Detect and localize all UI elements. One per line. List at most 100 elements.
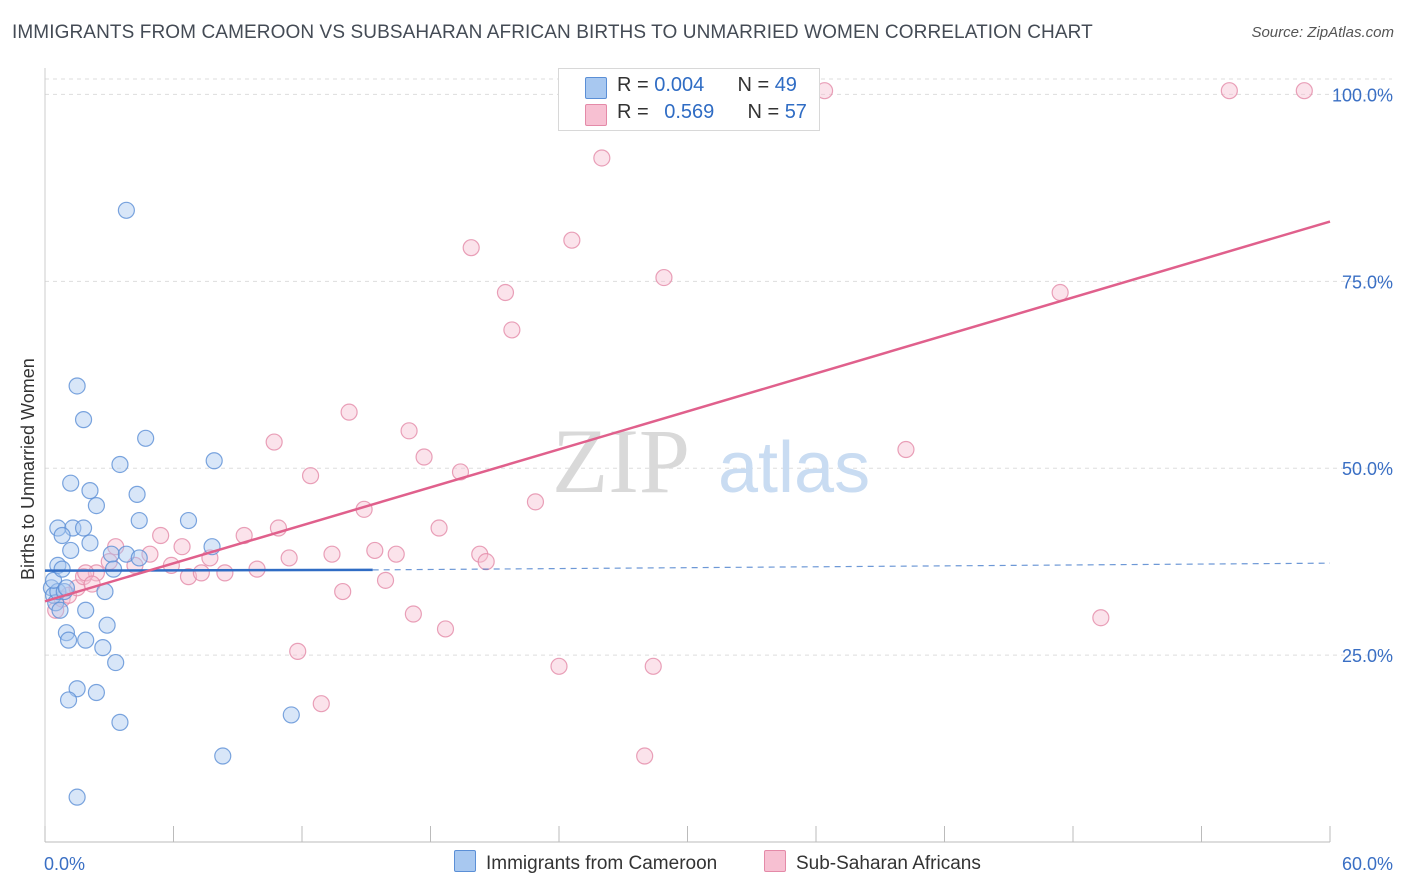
- data-point: [430, 519, 448, 537]
- x-tick-label: 60.0%: [1342, 854, 1393, 874]
- bottom-legend-label-cameroon: Immigrants from Cameroon: [486, 853, 718, 874]
- legend-r-value: 0.004: [654, 74, 705, 96]
- data-point: [62, 541, 80, 560]
- data-point: [104, 560, 123, 578]
- data-point: [280, 549, 298, 567]
- axes: [44, 68, 1331, 843]
- data-point: [192, 564, 210, 582]
- data-point: [74, 411, 93, 429]
- data-point: [141, 545, 159, 563]
- data-point: [563, 231, 581, 249]
- data-point: [526, 493, 545, 511]
- data-point: [503, 321, 521, 339]
- legend-swatch-pink: [585, 104, 607, 126]
- data-point: [98, 616, 116, 634]
- data-point: [462, 239, 480, 257]
- series-cameroon-points: [42, 201, 300, 806]
- legend-n-label: N =: [737, 74, 775, 96]
- x-tick-label: 0.0%: [44, 854, 85, 874]
- data-point: [1220, 82, 1238, 100]
- data-point: [59, 691, 78, 709]
- y-axis-title: Births to Unmarried Women: [18, 358, 38, 580]
- source-credit: Source: ZipAtlas.com: [1251, 24, 1394, 41]
- data-point: [205, 452, 223, 470]
- data-point: [94, 639, 112, 657]
- correlation-legend: R = 0.004 N = 49 R = 0.569 N = 57: [558, 68, 820, 131]
- data-point: [404, 605, 422, 623]
- data-point: [477, 553, 495, 571]
- data-point: [897, 440, 915, 459]
- legend-swatch-blue: [585, 77, 607, 99]
- data-point: [550, 657, 568, 675]
- data-point: [340, 403, 358, 421]
- data-point: [1051, 283, 1069, 302]
- data-point: [323, 545, 341, 563]
- trend-line-cameroon-extension: [372, 562, 1331, 571]
- data-point: [87, 496, 106, 515]
- data-point: [107, 653, 125, 672]
- data-point: [117, 201, 135, 219]
- data-point: [415, 448, 433, 466]
- data-point: [400, 422, 418, 440]
- data-point: [59, 631, 78, 649]
- bottom-legend-swatch-pink: [764, 850, 786, 872]
- data-point: [636, 747, 654, 765]
- y-tick-label: 50.0%: [1342, 459, 1393, 479]
- data-point: [62, 474, 80, 492]
- watermark: ZIP atlas: [552, 410, 870, 512]
- tick-labels: 25.0% 50.0% 75.0% 100.0% 0.0% 60.0%: [44, 85, 1393, 874]
- y-tick-label: 100.0%: [1332, 85, 1393, 105]
- data-point: [81, 534, 99, 552]
- grid-lines: [45, 78, 1392, 656]
- data-point: [312, 695, 330, 713]
- data-point: [128, 485, 146, 503]
- watermark-atlas: atlas: [718, 428, 870, 508]
- data-point: [366, 541, 384, 560]
- data-point: [130, 549, 148, 567]
- trend-line-subsaharan: [44, 220, 1331, 603]
- data-point: [1092, 609, 1110, 627]
- series-subsaharan-points: [47, 82, 1313, 765]
- data-point: [644, 657, 662, 675]
- data-point: [68, 788, 86, 806]
- bottom-legend-swatch-blue: [454, 850, 476, 872]
- trend-line-cameroon: [44, 568, 373, 572]
- data-point: [117, 545, 135, 563]
- legend-r-label: R =: [617, 101, 655, 123]
- legend-r-value: 0.569: [664, 101, 715, 123]
- data-point: [376, 571, 395, 589]
- data-point: [68, 377, 86, 395]
- data-point: [152, 526, 170, 545]
- legend-n-value: 57: [784, 101, 807, 123]
- data-point: [53, 560, 71, 578]
- bottom-legend-label-subsaharan: Sub-Saharan Africans: [796, 853, 981, 874]
- data-point: [387, 545, 405, 563]
- data-point: [216, 564, 234, 582]
- data-point: [496, 283, 515, 302]
- data-point: [51, 601, 69, 619]
- data-point: [130, 511, 148, 530]
- data-point: [289, 642, 307, 660]
- data-point: [179, 568, 198, 586]
- watermark-zip: ZIP: [552, 410, 690, 512]
- bottom-legend-cameroon: Immigrants from Cameroon: [454, 850, 717, 876]
- data-point: [111, 455, 129, 474]
- data-point: [451, 463, 470, 481]
- data-point: [301, 467, 320, 485]
- y-tick-label: 25.0%: [1342, 646, 1393, 666]
- data-point: [87, 683, 106, 702]
- data-point: [173, 538, 191, 556]
- data-point: [593, 149, 611, 167]
- bottom-legend-subsaharan: Sub-Saharan Africans: [764, 850, 981, 876]
- legend-r-label: R =: [617, 74, 655, 96]
- data-point: [74, 519, 93, 537]
- legend-n-value: 49: [774, 74, 797, 96]
- chart-title: IMMIGRANTS FROM CAMEROON VS SUBSAHARAN A…: [12, 22, 1093, 43]
- data-point: [1295, 82, 1313, 100]
- data-point: [214, 747, 232, 765]
- data-point: [102, 545, 120, 563]
- data-point: [53, 526, 71, 545]
- data-point: [179, 511, 198, 530]
- data-point: [111, 713, 129, 731]
